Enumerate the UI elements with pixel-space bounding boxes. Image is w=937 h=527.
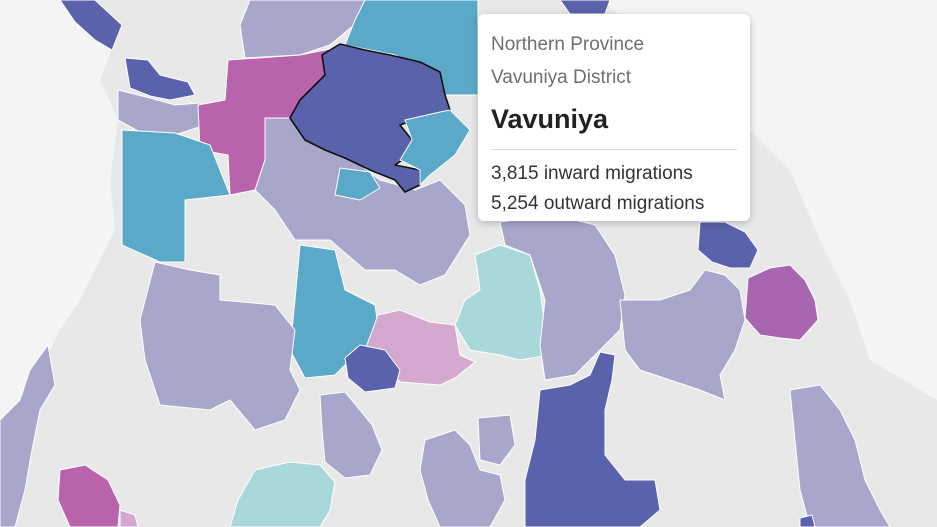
region-teal-south[interactable] xyxy=(229,461,336,527)
region-dark-south[interactable] xyxy=(524,351,661,527)
region-top-left[interactable] xyxy=(59,0,123,51)
region-dark-small[interactable] xyxy=(344,344,401,393)
region-teal-patch[interactable] xyxy=(334,167,381,201)
region-puttalam[interactable] xyxy=(139,261,301,431)
tooltip-divider xyxy=(491,149,737,150)
region-pink-south[interactable] xyxy=(119,509,139,527)
region-islands[interactable] xyxy=(124,57,196,101)
tooltip-inward: 3,815 inward migrations xyxy=(491,163,693,184)
region-trincomalee-north[interactable] xyxy=(399,109,471,186)
district-tooltip: Northern Province Vavuniya District Vavu… xyxy=(478,14,750,221)
region-ampara[interactable] xyxy=(789,384,891,527)
region-west-coast[interactable] xyxy=(0,344,56,527)
region-far-south-east[interactable] xyxy=(799,514,816,527)
region-polonnaruwa[interactable] xyxy=(499,214,626,381)
region-trincomalee[interactable] xyxy=(697,221,759,269)
region-south-b[interactable] xyxy=(419,429,506,527)
tooltip-title: Vavuniya xyxy=(491,104,609,134)
region-magenta-south[interactable] xyxy=(57,464,121,527)
tooltip-province: Northern Province xyxy=(491,34,645,55)
region-mannar[interactable] xyxy=(121,129,231,263)
region-south-a[interactable] xyxy=(319,391,383,479)
region-south-c[interactable] xyxy=(477,414,516,466)
region-purple-east[interactable] xyxy=(744,264,819,341)
tooltip-outward: 5,254 outward migrations xyxy=(491,193,705,214)
tooltip-district: Vavuniya District xyxy=(491,67,632,88)
region-batticaloa-north[interactable] xyxy=(619,269,746,401)
